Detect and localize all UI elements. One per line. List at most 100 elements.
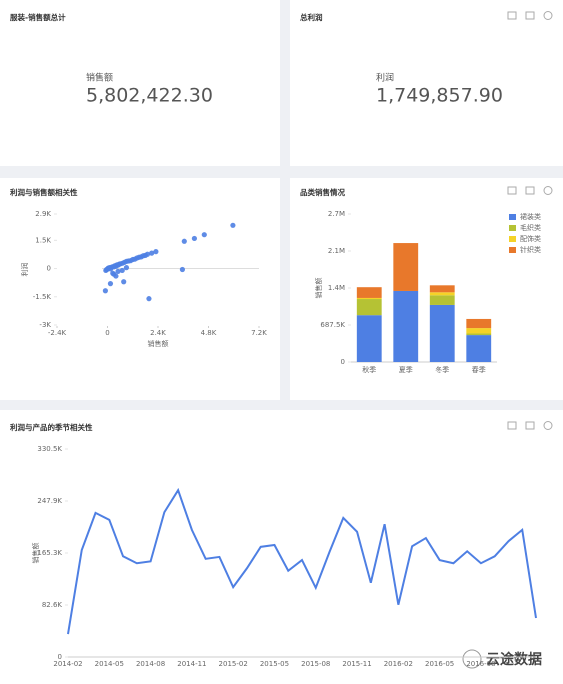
y-axis-label: 销售额 (314, 278, 323, 299)
x-tick-label: 2016-02 (384, 660, 413, 668)
legend-label: 裙装类 (520, 212, 541, 221)
x-tick-label: 2015-02 (219, 660, 248, 668)
icon[interactable] (543, 186, 553, 195)
y-tick-label: 1.5K (35, 236, 51, 244)
point (230, 222, 236, 228)
bar-segment (429, 295, 455, 305)
bar-segment (356, 297, 382, 300)
y-tick-label: 687.5K (320, 321, 345, 329)
y-tick-label: 165.3K (37, 549, 62, 557)
y-tick-label: 2.1M (328, 247, 345, 255)
point (181, 238, 187, 244)
bar-segment (466, 318, 492, 329)
x-axis-label: 销售额 (148, 339, 169, 348)
x-tick-label: -2.4K (48, 329, 67, 337)
card (290, 0, 563, 166)
y-tick-label: 330.5K (37, 445, 62, 453)
card-title: 利润与销售额相关性 (9, 187, 78, 197)
card-title: 利润与产品的季节相关性 (9, 422, 93, 432)
icon[interactable] (507, 186, 517, 195)
icon[interactable] (543, 11, 553, 20)
bar-segment (356, 287, 382, 298)
point (153, 249, 159, 255)
bar-segment (429, 285, 455, 293)
x-tick-label: 2015-11 (342, 660, 371, 668)
point (179, 266, 186, 273)
icon[interactable] (507, 11, 517, 20)
point (191, 235, 198, 242)
x-tick-label: 秋季 (362, 365, 376, 374)
bar-segment (466, 333, 492, 336)
x-tick-label: 2.4K (150, 329, 166, 337)
bar-segment (356, 315, 382, 362)
x-tick-label: 2016-05 (425, 660, 454, 668)
kpi-label: 销售额 (86, 72, 113, 84)
point (123, 265, 130, 271)
card (0, 0, 280, 166)
icon[interactable] (525, 421, 535, 430)
bar-segment (429, 304, 455, 362)
legend-swatch (509, 214, 516, 220)
point (119, 267, 125, 274)
y-tick-label: 247.9K (37, 497, 62, 505)
card (290, 178, 563, 400)
line (67, 487, 537, 635)
y-tick-label: -3K (39, 321, 51, 329)
card (0, 178, 280, 400)
legend-label: 配饰类 (520, 234, 541, 243)
point (107, 281, 114, 287)
bar-segment (466, 335, 492, 362)
icon[interactable] (525, 11, 535, 20)
card (0, 410, 563, 684)
x-tick-label: 2015-08 (301, 660, 330, 668)
y-tick-label: -1.5K (33, 293, 52, 301)
y-tick-label: 82.6K (42, 601, 63, 609)
bar-segment (466, 328, 492, 334)
legend-label: 针织类 (520, 245, 541, 254)
point (201, 232, 207, 238)
card-title: 总利润 (300, 12, 323, 22)
icon[interactable] (543, 421, 553, 430)
x-tick-label: 2014-11 (177, 660, 206, 668)
legend-swatch (509, 225, 516, 231)
x-tick-label: 2016-08 (466, 660, 495, 668)
point (146, 296, 152, 302)
kpi-label: 利润 (376, 72, 394, 84)
kpi-value: 5,802,422.30 (86, 85, 213, 107)
legend-label: 毛织类 (520, 223, 541, 232)
x-tick-label: 4.8K (201, 329, 217, 337)
bar-segment (356, 299, 382, 316)
x-tick-label: 2014-02 (53, 660, 82, 668)
watermark-icon (462, 649, 482, 669)
y-tick-label: 0 (58, 653, 62, 661)
y-tick-label: 2.7M (328, 210, 345, 218)
legend-swatch (509, 236, 516, 242)
icon[interactable] (507, 421, 517, 430)
x-tick-label: 2014-05 (95, 660, 124, 668)
x-tick-label: 2015-05 (260, 660, 289, 668)
legend-swatch (509, 247, 516, 253)
card-title: 服装-销售额总计 (10, 12, 66, 22)
y-tick-label: 2.9K (35, 210, 51, 218)
point (144, 251, 151, 257)
x-tick-label: 冬季 (435, 365, 449, 374)
x-tick-label: 2014-08 (136, 660, 165, 668)
card-title: 品类销售情况 (300, 187, 345, 197)
bar-segment (393, 290, 419, 362)
icon[interactable] (525, 186, 535, 195)
point (115, 268, 121, 274)
x-tick-label: 夏季 (399, 365, 413, 374)
y-axis-label: 利润 (20, 263, 29, 277)
point (121, 279, 127, 285)
y-tick-label: 0 (341, 358, 345, 366)
y-axis-label: 销售额 (31, 543, 40, 564)
y-tick-label: 0 (47, 265, 51, 273)
x-tick-label: 0 (105, 329, 109, 337)
bar-segment (429, 292, 455, 296)
point (110, 270, 116, 276)
point (149, 250, 155, 256)
x-tick-label: 7.2K (251, 329, 267, 337)
bar-segment (393, 243, 419, 291)
point (102, 288, 108, 294)
